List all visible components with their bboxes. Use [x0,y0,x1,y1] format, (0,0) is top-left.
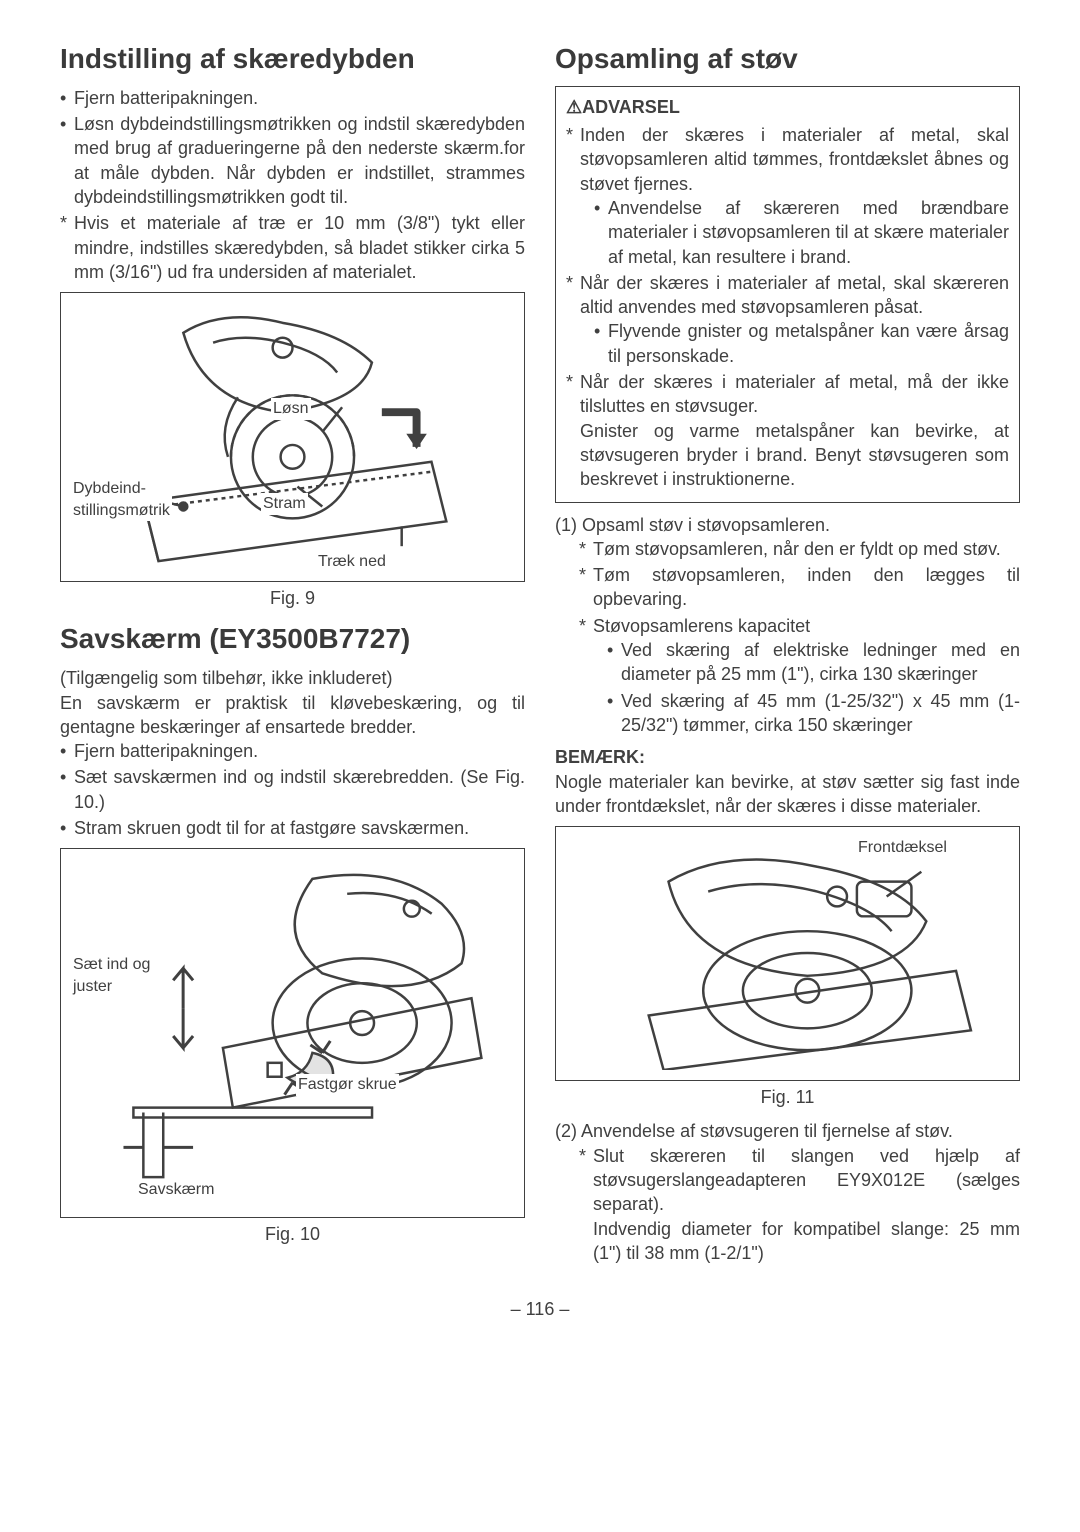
star-item: Når der skæres i materialer af metal, sk… [566,271,1009,368]
label-sav: Savskærm [136,1179,216,1201]
step2-text: Slut skæreren til slangen ved hjælp af s… [593,1146,1020,1215]
fig11-caption: Fig. 11 [555,1085,1020,1109]
fig10-caption: Fig. 10 [60,1222,525,1246]
sav-bullets: Fjern batteripakningen. Sæt savskærmen i… [60,739,525,840]
bullet-item: Løsn dybdeindstillingsmøtrikken og indst… [60,112,525,209]
step2-text: Indvendig diameter for kompatibel slange… [593,1219,1020,1263]
fig9-caption: Fig. 9 [60,586,525,610]
star-item: Når der skæres i materialer af metal, må… [566,370,1009,491]
warn-text: Inden der skæres i materialer af metal, … [580,125,1009,194]
bullet-item: Fjern batteripakningen. [60,739,525,763]
sub-item: Ved skæring af elektriske ledninger med … [607,638,1020,687]
note-para: Nogle materialer kan bevirke, at støv sæ… [555,770,1020,819]
star-item: Tøm støvopsamleren, inden den lægges til… [579,563,1020,612]
bullet-item: Sæt savskærmen ind og indstil skærebredd… [60,765,525,814]
step-1-body: Tøm støvopsamleren, når den er fyldt op … [555,537,1020,737]
content-columns: Indstilling af skæredybden Fjern batteri… [60,40,1020,1267]
figure-11: Frontdæksel [555,826,1020,1081]
warning-box: ⚠ADVARSEL Inden der skæres i materialer … [555,86,1020,503]
cap-list: Ved skæring af elektriske ledninger med … [593,638,1020,737]
label-stram: Stram [261,493,308,515]
label-front: Frontdæksel [856,837,949,859]
cap-title: Støvopsamlerens kapacitet [593,616,810,636]
ripfence-illustration-icon [71,859,514,1207]
warn-text: Gnister og varme metalspåner kan bevirke… [580,421,1009,490]
step-2: (2) Anvendelse af støvsugeren til fjerne… [555,1119,1020,1143]
depth-bullets: Fjern batteripakningen. Løsn dybdeindsti… [60,86,525,209]
label-dybde: Dybdeind- stillingsmøtrik [71,478,172,521]
label-traek: Træk ned [316,551,388,573]
para-avail: (Tilgængelig som tilbehør, ikke inkluder… [60,666,525,690]
warning-icon: ⚠ [566,97,582,117]
depth-star: Hvis et materiale af træ er 10 mm (3/8")… [60,211,525,284]
warn-sub: Anvendelse af skæreren med brændbare mat… [580,196,1009,269]
warning-label: ADVARSEL [582,97,680,117]
right-column: Opsamling af støv ⚠ADVARSEL Inden der sk… [555,40,1020,1267]
warn-list: Inden der skæres i materialer af metal, … [566,123,1009,491]
step-2-body: Slut skæreren til slangen ved hjælp af s… [555,1144,1020,1265]
star-item: Tøm støvopsamleren, når den er fyldt op … [579,537,1020,561]
figure-10: Sæt ind og juster Fastgør skrue Savskærm [60,848,525,1218]
heading-depth: Indstilling af skæredybden [60,40,525,78]
left-column: Indstilling af skæredybden Fjern batteri… [60,40,525,1267]
heading-savskaerm: Savskærm (EY3500B7727) [60,620,525,658]
warn-text: Når der skæres i materialer af metal, sk… [580,273,1009,317]
bullet-item: Stram skruen godt til for at fastgøre sa… [60,816,525,840]
star-item: Inden der skæres i materialer af metal, … [566,123,1009,269]
step-1: (1) Opsaml støv i støvopsamleren. [555,513,1020,537]
label-saet: Sæt ind og juster [71,954,171,997]
warn-sub: Flyvende gnister og metalspåner kan være… [580,319,1009,368]
figure-9: Løsn Dybdeind- stillingsmøtrik Stram Træ… [60,292,525,582]
warn-text: Når der skæres i materialer af metal, må… [580,372,1009,416]
star-item: Støvopsamlerens kapacitet Ved skæring af… [579,614,1020,737]
sub-item: Anvendelse af skæreren med brændbare mat… [594,196,1009,269]
frontcover-illustration-icon [566,837,1009,1070]
label-fast: Fastgør skrue [296,1074,399,1096]
sub-item: Ved skæring af 45 mm (1-25/32") x 45 mm … [607,689,1020,738]
warning-title: ⚠ADVARSEL [566,95,1009,119]
star-item: Hvis et materiale af træ er 10 mm (3/8")… [60,211,525,284]
saw-illustration-icon [71,303,514,571]
star-item: Slut skæreren til slangen ved hjælp af s… [579,1144,1020,1265]
page-number: – 116 – [60,1297,1020,1321]
label-losn: Løsn [271,398,311,420]
bullet-item: Fjern batteripakningen. [60,86,525,110]
note-title: BEMÆRK: [555,745,1020,769]
step2-stars: Slut skæreren til slangen ved hjælp af s… [579,1144,1020,1265]
para-desc: En savskærm er praktisk til kløvebeskæri… [60,691,525,740]
step1-stars: Tøm støvopsamleren, når den er fyldt op … [579,537,1020,737]
heading-dust: Opsamling af støv [555,40,1020,78]
sub-item: Flyvende gnister og metalspåner kan være… [594,319,1009,368]
